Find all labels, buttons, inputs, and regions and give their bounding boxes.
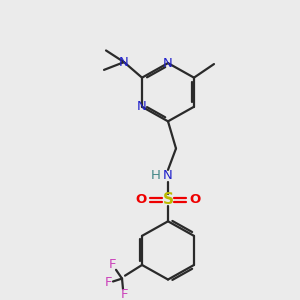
Text: F: F — [120, 288, 128, 300]
Text: N: N — [163, 57, 173, 70]
Text: O: O — [135, 194, 147, 206]
Text: F: F — [108, 259, 116, 272]
Text: H: H — [151, 169, 161, 182]
Text: N: N — [119, 56, 129, 69]
Text: S: S — [163, 193, 173, 208]
Text: N: N — [163, 169, 173, 182]
Text: F: F — [104, 276, 112, 289]
Text: N: N — [137, 100, 147, 113]
Text: O: O — [189, 194, 201, 206]
